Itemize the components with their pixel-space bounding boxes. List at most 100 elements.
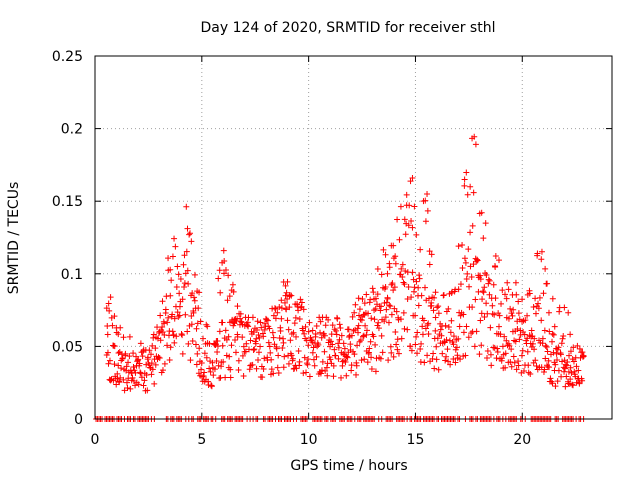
data-point xyxy=(234,303,241,310)
data-point xyxy=(549,338,556,345)
data-point xyxy=(291,320,298,327)
data-point xyxy=(184,225,191,232)
data-point xyxy=(521,368,528,375)
data-point xyxy=(266,343,273,350)
data-point xyxy=(486,277,493,284)
axis-ticks xyxy=(94,55,612,420)
data-point xyxy=(418,292,425,299)
data-point xyxy=(222,267,229,274)
data-point xyxy=(555,367,562,374)
data-point xyxy=(462,352,469,359)
data-point xyxy=(322,322,329,329)
data-point xyxy=(272,305,279,312)
data-point xyxy=(544,280,551,287)
y-tick-label: 0.15 xyxy=(52,194,83,210)
data-point xyxy=(329,322,336,329)
data-point xyxy=(579,349,586,356)
data-point xyxy=(505,315,512,322)
data-point xyxy=(317,329,324,336)
data-point xyxy=(139,353,146,360)
data-point xyxy=(343,353,350,360)
data-point xyxy=(579,377,586,384)
data-point xyxy=(510,353,517,360)
data-point xyxy=(505,286,512,293)
data-point xyxy=(258,324,265,331)
data-point xyxy=(422,325,429,332)
data-point xyxy=(469,222,476,229)
data-point xyxy=(482,220,489,227)
data-point xyxy=(283,289,290,296)
data-point xyxy=(404,295,411,302)
data-point xyxy=(442,357,449,364)
data-point xyxy=(387,343,394,350)
data-point xyxy=(330,373,337,380)
data-point xyxy=(416,272,423,279)
data-point xyxy=(465,246,472,253)
data-point xyxy=(117,374,124,381)
data-point xyxy=(406,202,413,209)
data-point xyxy=(213,358,220,365)
data-point xyxy=(288,352,295,359)
data-point xyxy=(148,360,155,367)
data-point xyxy=(565,368,572,375)
data-point xyxy=(484,347,491,354)
data-point xyxy=(136,360,143,367)
data-point xyxy=(195,305,202,312)
data-point xyxy=(383,306,390,313)
data-point xyxy=(351,309,358,316)
data-point xyxy=(558,373,565,380)
data-point xyxy=(106,357,113,364)
data-point xyxy=(214,349,221,356)
data-point xyxy=(469,135,476,142)
data-point xyxy=(419,331,426,338)
data-point xyxy=(276,335,283,342)
x-tick-label: 0 xyxy=(91,432,100,448)
data-point xyxy=(542,342,549,349)
data-point xyxy=(278,305,285,312)
data-point xyxy=(283,306,290,313)
data-point xyxy=(344,354,351,361)
data-point xyxy=(428,251,435,258)
data-point xyxy=(393,341,400,348)
y-tick-label: 0.2 xyxy=(61,122,83,138)
data-point xyxy=(424,190,431,197)
data-point xyxy=(472,141,479,148)
data-point xyxy=(374,322,381,329)
data-point xyxy=(301,354,308,361)
x-tick-label: 5 xyxy=(197,432,206,448)
data-point xyxy=(293,365,300,372)
data-point xyxy=(126,333,133,340)
data-point xyxy=(477,272,484,279)
data-point xyxy=(419,323,426,330)
data-point xyxy=(450,355,457,362)
data-point xyxy=(220,247,227,254)
data-point xyxy=(275,370,282,377)
data-point xyxy=(409,175,416,182)
data-point xyxy=(149,342,156,349)
data-point xyxy=(290,365,297,372)
data-point xyxy=(263,316,270,323)
data-point xyxy=(312,330,319,337)
data-point xyxy=(492,295,499,302)
data-point xyxy=(348,367,355,374)
data-point xyxy=(295,307,302,314)
data-point xyxy=(444,346,451,353)
tick-labels: 0 0.05 0.1 0.15 0.2 0.25 0 5 10 15 20 xyxy=(52,49,531,448)
data-point xyxy=(457,356,464,363)
data-point xyxy=(157,312,164,319)
data-point xyxy=(580,353,587,360)
data-point xyxy=(264,317,271,324)
data-point xyxy=(117,324,124,331)
data-point xyxy=(567,348,574,355)
data-point xyxy=(348,362,355,369)
data-point xyxy=(135,356,142,363)
data-point xyxy=(305,356,312,363)
data-point xyxy=(148,351,155,358)
data-point xyxy=(385,319,392,326)
data-point xyxy=(184,267,191,274)
data-point xyxy=(219,319,226,326)
data-point xyxy=(547,375,554,382)
data-point xyxy=(318,367,325,374)
data-point xyxy=(402,231,409,238)
data-point xyxy=(509,312,516,319)
